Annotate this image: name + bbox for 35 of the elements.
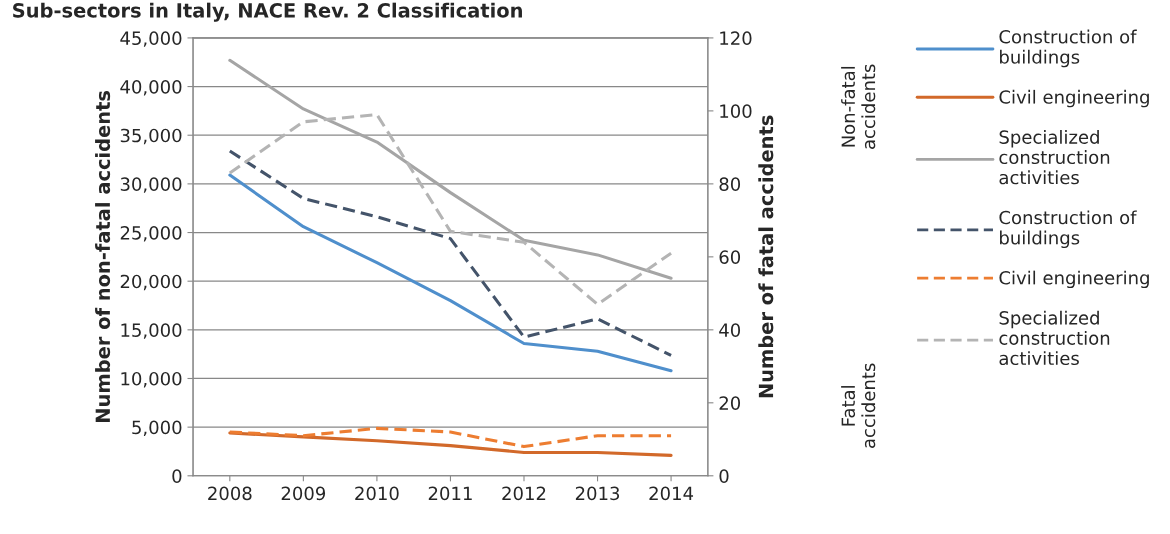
y2-tick-label: 20 <box>719 396 741 410</box>
x-tick-label: 2012 <box>502 486 546 501</box>
y-tick-label: 5,000 <box>132 420 182 437</box>
y-tick-label: 45,000 <box>120 31 182 47</box>
y-tick-label: 20,000 <box>120 274 182 291</box>
text: Fatal accidents <box>841 363 876 448</box>
legend-label: Specialized construction activities <box>999 129 1110 185</box>
y2-tick-label: 80 <box>719 177 741 191</box>
y2-tick-label: 60 <box>719 250 741 264</box>
y-tick-label: 25,000 <box>120 225 182 242</box>
y2-tick-label: 120 <box>720 31 752 46</box>
x-tick-label: 2014 <box>649 486 694 501</box>
legend-label: Civil engineering <box>999 270 1149 289</box>
x-tick-label: 2013 <box>575 486 620 501</box>
y2-tick-label: 40 <box>719 323 741 337</box>
text: Non-fatal accidents <box>841 64 876 149</box>
y2-tick-label: 0 <box>719 469 729 483</box>
y2-tick-label: 100 <box>720 104 752 119</box>
x-tick-label: 2010 <box>355 486 399 501</box>
y-axis-title: Number of non-fatal accidents <box>95 90 111 422</box>
legend-label: Construction of buildings <box>999 29 1137 68</box>
legend-label: Civil engineering <box>999 89 1149 108</box>
legend-label: Specialized construction activities <box>999 310 1110 366</box>
y-tick-label: 30,000 <box>120 177 182 193</box>
y-tick-label: 15,000 <box>121 323 182 339</box>
y-tick-label: 10,000 <box>121 371 182 388</box>
x-tick-label: 2009 <box>281 486 326 501</box>
x-tick-label: 2008 <box>208 486 252 501</box>
legend-label: Construction of buildings <box>999 210 1137 249</box>
y-tick-label: 35,000 <box>120 128 182 145</box>
x-tick-label: 2011 <box>428 486 472 501</box>
chart-title: Sub-sectors in Italy, NACE Rev. 2 Classification <box>13 2 522 22</box>
y-tick-label: 40,000 <box>120 80 182 96</box>
y2-axis-title: Number of fatal accidents <box>758 115 774 398</box>
y-tick-label: 0 <box>172 469 182 483</box>
